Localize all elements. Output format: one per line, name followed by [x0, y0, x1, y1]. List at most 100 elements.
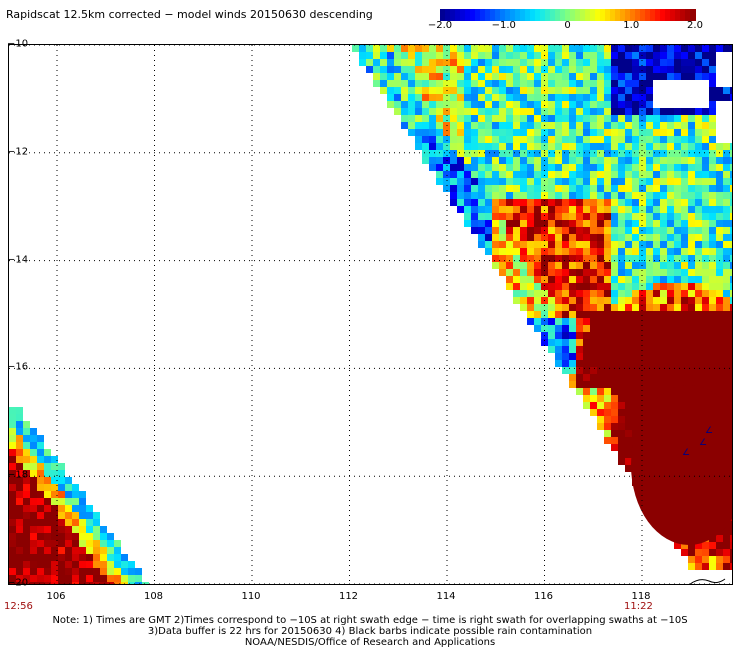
wind-cell	[590, 45, 597, 52]
wind-cell	[485, 136, 492, 143]
wind-cell	[639, 353, 646, 360]
wind-cell	[618, 458, 625, 465]
wind-cell	[695, 157, 702, 164]
wind-cell	[520, 255, 527, 262]
wind-cell	[562, 66, 569, 73]
wind-cell	[702, 346, 709, 353]
wind-cell	[639, 304, 646, 311]
wind-cell	[499, 234, 506, 241]
wind-cell	[135, 568, 142, 575]
wind-cell	[597, 94, 604, 101]
wind-cell	[730, 234, 732, 241]
wind-cell	[723, 325, 730, 332]
wind-cell	[58, 505, 65, 512]
wind-cell	[478, 185, 485, 192]
wind-cell	[44, 533, 51, 540]
wind-cell	[604, 353, 611, 360]
wind-cell	[499, 52, 506, 59]
wind-cell	[597, 59, 604, 66]
wind-cell	[569, 87, 576, 94]
wind-cell	[625, 52, 632, 59]
wind-cell	[464, 178, 471, 185]
wind-cell	[499, 157, 506, 164]
wind-cell	[520, 248, 527, 255]
wind-cell	[688, 269, 695, 276]
colorbar	[440, 9, 696, 21]
wind-cell	[653, 367, 660, 374]
wind-cell	[709, 542, 716, 549]
wind-cell	[86, 547, 93, 554]
wind-cell	[695, 164, 702, 171]
latitude-tick-label: −16	[7, 361, 29, 373]
wind-cell	[646, 262, 653, 269]
wind-cell	[534, 59, 541, 66]
wind-cell	[583, 353, 590, 360]
wind-cell	[93, 561, 100, 568]
wind-cell	[23, 512, 30, 519]
wind-cell	[590, 143, 597, 150]
wind-cell	[667, 360, 674, 367]
wind-cell	[79, 505, 86, 512]
wind-cell	[723, 87, 730, 94]
wind-cell	[695, 297, 702, 304]
wind-difference-map: ∠ ∠ ∠	[8, 44, 733, 585]
wind-cell	[583, 66, 590, 73]
wind-cell	[16, 442, 23, 449]
wind-cell	[415, 59, 422, 66]
wind-cell	[485, 213, 492, 220]
wind-cell	[534, 234, 541, 241]
wind-cell	[429, 73, 436, 80]
wind-cell	[604, 199, 611, 206]
wind-cell	[625, 346, 632, 353]
wind-cell	[702, 563, 709, 570]
wind-cell	[555, 304, 562, 311]
wind-cell	[429, 66, 436, 73]
wind-cell	[604, 241, 611, 248]
wind-cell	[590, 269, 597, 276]
wind-cell	[30, 463, 37, 470]
wind-cell	[471, 101, 478, 108]
wind-cell	[457, 164, 464, 171]
wind-cell	[576, 122, 583, 129]
wind-cell	[688, 563, 695, 570]
wind-cell	[114, 582, 121, 584]
wind-cell	[667, 73, 674, 80]
wind-cell	[611, 339, 618, 346]
wind-cell	[653, 66, 660, 73]
wind-cell	[548, 129, 555, 136]
wind-cell	[646, 52, 653, 59]
wind-cell	[625, 325, 632, 332]
wind-cell	[716, 549, 723, 556]
wind-cell	[485, 192, 492, 199]
wind-cell	[450, 80, 457, 87]
wind-cell	[618, 262, 625, 269]
wind-cell	[506, 276, 513, 283]
wind-cell	[730, 290, 732, 297]
wind-cell	[450, 164, 457, 171]
wind-cell	[597, 45, 604, 52]
wind-cell	[688, 346, 695, 353]
wind-cell	[401, 52, 408, 59]
wind-cell	[632, 206, 639, 213]
wind-cell	[492, 45, 499, 52]
wind-cell	[541, 220, 548, 227]
wind-cell	[632, 388, 639, 395]
wind-cell	[37, 470, 44, 477]
wind-cell	[450, 199, 457, 206]
wind-cell	[576, 129, 583, 136]
wind-cell	[422, 122, 429, 129]
wind-cell	[695, 143, 702, 150]
wind-cell	[527, 255, 534, 262]
wind-cell	[611, 80, 618, 87]
wind-cell	[730, 346, 732, 353]
swath-lower-left	[9, 407, 149, 584]
wind-cell	[65, 575, 72, 582]
wind-cell	[639, 388, 646, 395]
wind-cell	[548, 143, 555, 150]
wind-cell	[723, 374, 730, 381]
wind-cell	[625, 213, 632, 220]
wind-cell	[646, 353, 653, 360]
wind-cell	[114, 554, 121, 561]
wind-cell	[625, 185, 632, 192]
wind-cell	[618, 269, 625, 276]
